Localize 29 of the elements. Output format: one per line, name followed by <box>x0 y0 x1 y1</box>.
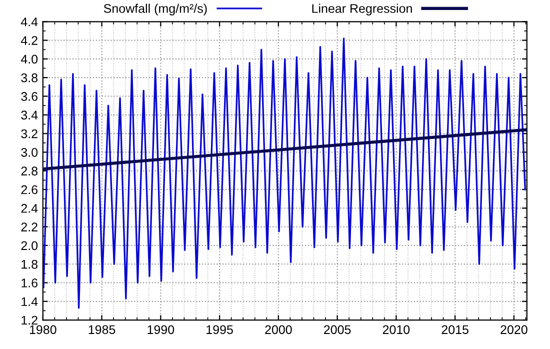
y-tick-label: 1.6 <box>22 278 38 288</box>
y-tick-label: 2.0 <box>21 241 38 250</box>
y-tick-label: 2.6 <box>21 185 38 194</box>
y-tick-label: 3.8 <box>21 73 38 82</box>
x-tick-label: 1980 <box>30 325 56 334</box>
legend-label: Snowfall (mg/m²/s) <box>104 4 207 16</box>
y-tick-label: 3.2 <box>21 129 38 138</box>
y-tick-label: 2.2 <box>21 222 38 232</box>
y-tick-label: 4.0 <box>20 54 38 64</box>
y-tick-label: 1.2 <box>22 316 38 325</box>
y-tick-label: 3.0 <box>21 148 38 157</box>
x-tick-label: 2010 <box>382 325 410 334</box>
x-tick-label: 2005 <box>324 325 351 334</box>
y-tick-label: 1.8 <box>22 260 38 269</box>
y-tick-label: 1.4 <box>22 297 38 306</box>
x-tick-label: 2015 <box>442 325 468 334</box>
line-series <box>42 38 526 309</box>
y-tick-label: 2.4 <box>21 204 38 213</box>
y-tick-label: 3.4 <box>21 110 38 120</box>
x-tick-label: 2020 <box>500 325 528 334</box>
legend-label: Linear Regression <box>312 4 412 16</box>
x-tick-label: 1995 <box>206 325 233 334</box>
y-tick-label: 3.6 <box>21 92 38 101</box>
y-tick-label: 4.4 <box>20 18 38 26</box>
x-tick-label: 2000 <box>265 325 292 334</box>
y-tick-label: 4.2 <box>20 36 38 45</box>
x-tick-label: 1990 <box>148 325 174 334</box>
y-tick-label: 2.8 <box>21 166 38 176</box>
x-tick-label: 1985 <box>88 325 116 334</box>
